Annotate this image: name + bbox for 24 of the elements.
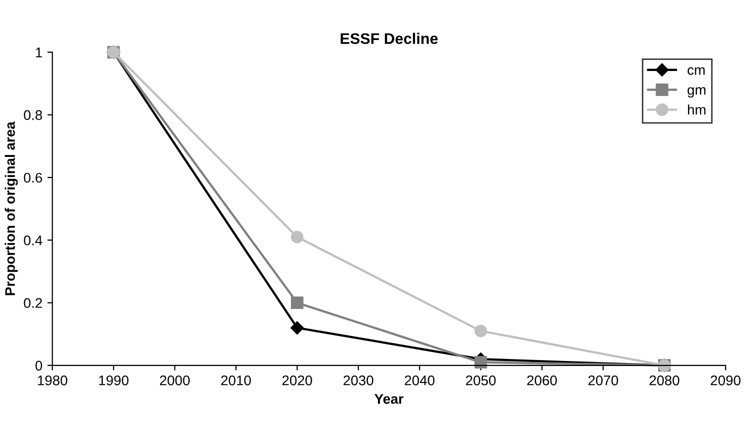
x-tick-label: 2020: [282, 375, 312, 386]
x-tick-label: 2090: [710, 375, 740, 386]
x-tick-label: 2010: [221, 375, 251, 386]
y-tick-label: 0.4: [24, 235, 42, 246]
legend-label: cm: [688, 67, 705, 75]
y-tick-label: 0.2: [24, 298, 42, 308]
x-tick-label: 1980: [38, 375, 68, 386]
legend-label: hm: [688, 104, 706, 115]
chart-title: ESSF Decline: [340, 32, 438, 44]
x-tick-label: 2000: [160, 375, 190, 386]
y-tick-label: 1: [36, 48, 42, 58]
x-tick-label: 2070: [588, 375, 618, 386]
y-axis-title: Proportion of original area: [4, 122, 18, 296]
x-tick-label: 1990: [99, 375, 128, 386]
x-tick-label: 2060: [527, 375, 557, 386]
y-tick-label: 0.6: [24, 172, 42, 183]
x-tick-label: 2050: [466, 375, 496, 386]
x-tick-label: 2080: [650, 375, 680, 386]
x-tick-label: 2030: [344, 375, 374, 386]
x-tick-label: 2040: [404, 375, 434, 386]
y-tick-label: 0.8: [24, 110, 42, 120]
y-tick-label: 0: [35, 360, 42, 371]
x-axis-title: Year: [374, 394, 404, 404]
legend-label: gm: [688, 87, 706, 98]
